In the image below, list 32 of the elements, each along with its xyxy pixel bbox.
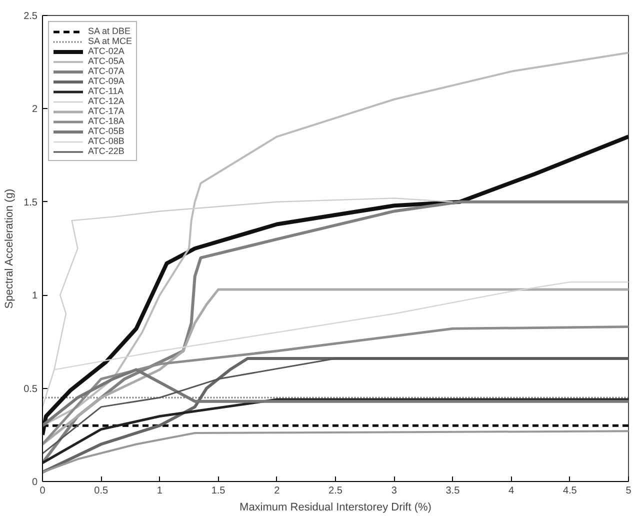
legend-label: ATC-11A bbox=[88, 86, 124, 96]
x-tick-label: 4 bbox=[508, 486, 515, 496]
x-tick-label: 2.5 bbox=[328, 486, 343, 496]
legend-label: ATC-07A bbox=[88, 66, 124, 76]
legend-label: ATC-22B bbox=[88, 146, 124, 156]
x-tick-label: 3 bbox=[391, 486, 398, 496]
legend-label: ATC-17A bbox=[88, 106, 124, 116]
y-tick-label: 2 bbox=[32, 104, 38, 116]
y-tick-label: 0 bbox=[32, 477, 38, 488]
x-tick-label: 1.5 bbox=[211, 486, 226, 496]
x-tick-label: 3.5 bbox=[446, 486, 460, 496]
y-tick-label: 0.5 bbox=[24, 384, 38, 395]
y-tick-label: 1.5 bbox=[24, 197, 38, 208]
legend-label: ATC-18A bbox=[88, 116, 124, 126]
x-tick-label: 1 bbox=[156, 486, 163, 496]
legend-label: ATC-12A bbox=[88, 96, 124, 106]
y-axis-title: Spectral Acceleration (g) bbox=[4, 188, 16, 309]
legend-label: ATC-02A bbox=[88, 46, 124, 56]
legend-label: SA at MCE bbox=[88, 36, 132, 46]
x-tick-label: 5 bbox=[626, 486, 632, 496]
x-tick-label: 0.5 bbox=[94, 486, 108, 496]
y-tick-label: 2.5 bbox=[24, 11, 38, 22]
x-tick-label: 2 bbox=[274, 486, 280, 496]
legend-label: ATC-05A bbox=[88, 56, 124, 66]
x-axis-title: Maximum Residual Interstorey Drift (%) bbox=[240, 502, 432, 514]
x-tick-label: 4.5 bbox=[562, 486, 578, 496]
x-tick-label: 0 bbox=[40, 486, 46, 496]
legend-label: ATC-08B bbox=[88, 136, 124, 146]
y-tick-label: 1 bbox=[32, 290, 38, 302]
legend-label: ATC-09A bbox=[88, 76, 124, 86]
legend-label: SA at DBE bbox=[88, 26, 131, 36]
legend-label: ATC-05B bbox=[88, 126, 124, 136]
